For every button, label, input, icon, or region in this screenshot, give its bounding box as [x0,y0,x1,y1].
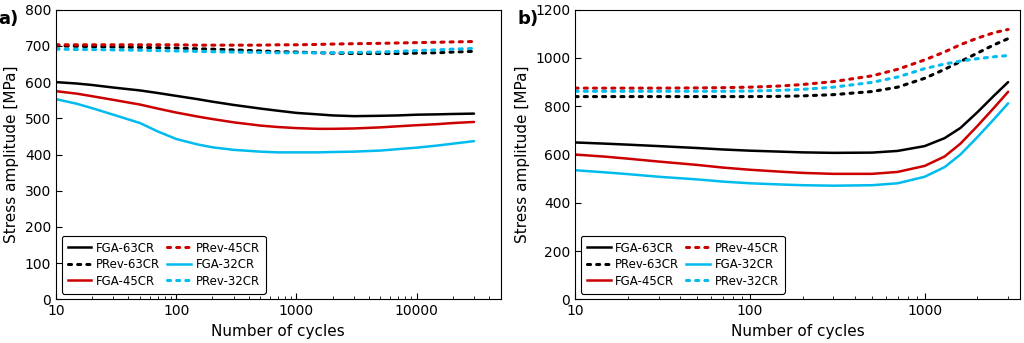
X-axis label: Number of cycles: Number of cycles [211,324,345,339]
Text: b): b) [517,10,539,28]
Text: a): a) [0,10,18,28]
Legend: FGA-63CR, PRev-63CR, FGA-45CR, PRev-45CR, FGA-32CR, PRev-32CR: FGA-63CR, PRev-63CR, FGA-45CR, PRev-45CR… [581,236,784,294]
Y-axis label: Stress amplitude [MPa]: Stress amplitude [MPa] [515,66,529,243]
Legend: FGA-63CR, PRev-63CR, FGA-45CR, PRev-45CR, FGA-32CR, PRev-32CR: FGA-63CR, PRev-63CR, FGA-45CR, PRev-45CR… [61,236,265,294]
Y-axis label: Stress amplitude [MPa]: Stress amplitude [MPa] [4,66,19,243]
X-axis label: Number of cycles: Number of cycles [730,324,864,339]
